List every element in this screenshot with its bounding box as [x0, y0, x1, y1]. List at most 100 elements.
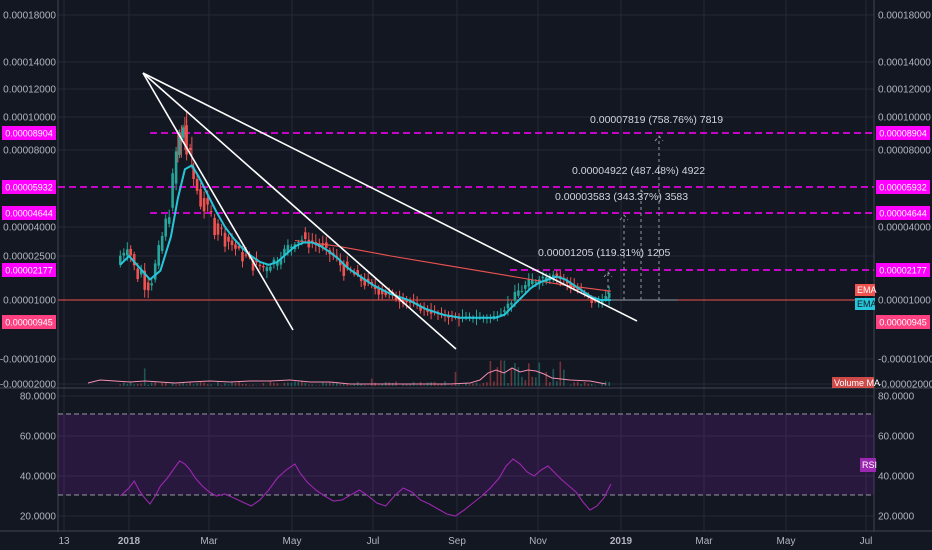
volume-bar — [178, 383, 181, 386]
volume-bar — [531, 376, 534, 386]
candle-body — [405, 299, 408, 303]
candle-body — [220, 227, 223, 229]
candle-body — [534, 281, 538, 283]
level-label-left: 0.00008904 — [2, 126, 56, 140]
candle-body — [150, 283, 153, 286]
volume-bar — [301, 381, 303, 386]
time-tick: Nov — [529, 536, 547, 547]
svg-text:0.00008904: 0.00008904 — [879, 129, 927, 139]
candle-body — [356, 270, 359, 275]
volume-bar — [370, 378, 373, 386]
volume-bar — [129, 382, 132, 386]
price-tick-right: 0.00012000 — [878, 85, 931, 96]
candle-body — [143, 270, 146, 290]
volume-bar — [252, 384, 254, 386]
volume-bar — [360, 384, 362, 386]
price-tick-left: 0.00004000 — [3, 223, 56, 234]
candle-body — [216, 223, 220, 235]
measure-arrow-2 — [636, 189, 646, 300]
trend-line-3[interactable] — [142, 72, 638, 322]
volume-bar — [559, 361, 562, 386]
volume-bar — [493, 381, 495, 386]
price-tick-right: 0.00008000 — [878, 146, 931, 157]
volume-bar — [524, 380, 527, 386]
price-tick-left: 0.00018000 — [3, 11, 56, 22]
candle-body — [241, 252, 244, 262]
candle-body — [279, 258, 283, 265]
candle-body — [503, 310, 506, 312]
candle-body — [510, 302, 513, 305]
volume-bar — [580, 384, 582, 386]
rsi-tick-right: 20.0000 — [878, 512, 915, 523]
volume-bar — [203, 382, 205, 386]
volume-bar — [545, 371, 548, 386]
candle-body — [527, 278, 531, 287]
svg-text:RSI: RSI — [862, 460, 877, 470]
candle-body — [401, 298, 405, 304]
candle-body — [426, 309, 429, 312]
time-tick: Jul — [860, 536, 873, 547]
level-label-left: 0.00005932 — [2, 180, 56, 194]
candle-body — [290, 246, 293, 249]
volume-bar — [283, 382, 286, 386]
candle-body — [178, 132, 181, 155]
volume-bar — [185, 384, 188, 386]
candle-body — [283, 248, 286, 256]
volume-bar — [329, 382, 331, 386]
volume-bar — [601, 383, 603, 386]
volume-bar — [224, 383, 226, 386]
volume-bar — [171, 383, 174, 386]
svg-text:0.00008904: 0.00008904 — [5, 129, 53, 139]
left-price-axis: 0.00018000 0.00014000 0.00012000 0.00010000… — [0, 11, 56, 391]
candle-body — [604, 296, 607, 300]
candle-body — [202, 198, 206, 212]
volume-bar — [409, 384, 411, 386]
trend-lines[interactable] — [142, 72, 638, 350]
volume-bar — [241, 383, 244, 386]
candle-body — [276, 261, 279, 266]
rsi-tick-left: 40.0000 — [20, 472, 57, 483]
trend-line-1[interactable] — [142, 72, 294, 331]
volume-bar — [451, 385, 453, 386]
volume-bar — [238, 381, 240, 386]
candle-body — [195, 178, 199, 191]
volume-bar — [465, 382, 467, 386]
candle-body — [300, 239, 304, 241]
candle-body — [146, 282, 150, 291]
trend-line-2[interactable] — [142, 72, 457, 350]
svg-text:0.00000945: 0.00000945 — [879, 318, 927, 328]
level-label-left: 0.00000945 — [2, 315, 56, 329]
candle-body — [517, 290, 520, 296]
volume-bar — [353, 384, 355, 386]
candle-body — [265, 267, 269, 272]
time-tick: Mar — [200, 536, 218, 547]
volume-bar — [500, 360, 502, 386]
volume-bar — [210, 384, 212, 386]
candle-body — [429, 310, 433, 314]
candle-body — [384, 291, 387, 296]
rsi-label: RSI — [860, 458, 877, 472]
candle-body — [223, 232, 227, 247]
candle-body — [339, 260, 342, 266]
volume-bar — [123, 382, 125, 386]
measure-arrows — [600, 135, 678, 301]
candle-body — [171, 173, 174, 208]
candle-body — [188, 148, 192, 150]
volume-bar — [468, 384, 471, 386]
level-labels: 0.00008904 0.00008904 0.00005932 0.00005932… — [2, 126, 930, 329]
horizontal-levels — [58, 132, 874, 301]
volume-bar — [297, 381, 300, 386]
candle-body — [373, 286, 377, 289]
volume-bar — [363, 384, 366, 386]
candle-body — [129, 248, 132, 256]
volume-bar — [528, 363, 530, 386]
volume-bar — [472, 383, 474, 386]
volume-bar — [287, 382, 289, 386]
rsi-tick-left: 60.0000 — [20, 432, 57, 443]
volume-bar — [402, 384, 404, 386]
volume-bar — [514, 363, 516, 386]
volume-bar — [423, 385, 425, 386]
volume-bar — [569, 384, 572, 386]
volume-bar — [475, 382, 478, 386]
